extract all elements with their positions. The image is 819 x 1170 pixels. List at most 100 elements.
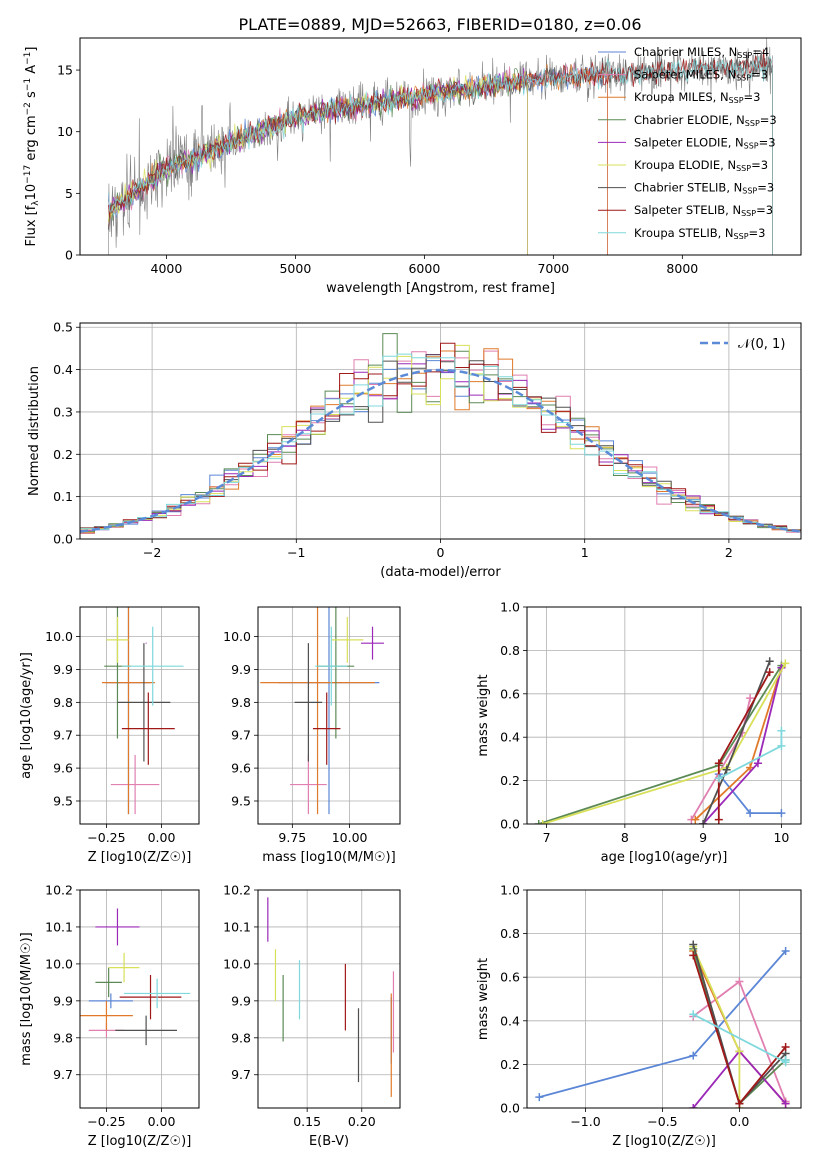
x-tick-label: 0 bbox=[437, 545, 445, 560]
weight_vs_age-plot-area bbox=[527, 607, 801, 824]
x-tick-label: 1 bbox=[581, 545, 589, 560]
y-tick-label: 0.0 bbox=[53, 532, 73, 547]
residuals-axes: −2 −1 0 1 2 0.0 0.1 0.2 0.3 0.4 0.5 𝒩(0, 1) (data-mo… bbox=[27, 320, 802, 580]
weight-marker bbox=[535, 1093, 544, 1102]
y-tick-label: 9.9 bbox=[53, 993, 73, 1008]
y-tick-label: 0 bbox=[65, 248, 73, 263]
y-tick-label: 10.1 bbox=[223, 919, 251, 934]
spectrum-legend: Chabrier MILES, NSSP=4 Salpeter MILES, NS… bbox=[598, 45, 777, 241]
age_vs_Z-axes: −0.25 0.00 9.5 9.6 9.7 9.8 9.9 10.0 Z [log10(Z/Z… bbox=[19, 606, 200, 865]
x-tick-label: −0.25 bbox=[87, 1114, 125, 1129]
y-tick-label: 9.9 bbox=[231, 662, 251, 677]
y-tick-label: 9.6 bbox=[231, 761, 251, 776]
weight-marker bbox=[735, 1099, 744, 1108]
data-point-errorbar bbox=[119, 974, 182, 1020]
y-tick-label: 9.7 bbox=[231, 728, 251, 743]
y-axis-label: Normed distribution bbox=[27, 366, 42, 496]
y-tick-label: 1.0 bbox=[500, 600, 520, 615]
weight-line bbox=[718, 773, 782, 814]
data-point-errorbar bbox=[102, 607, 155, 815]
weight-marker bbox=[753, 759, 762, 768]
legend-entry: Chabrier MILES, NSSP=4 bbox=[634, 45, 769, 60]
weight-marker bbox=[534, 820, 543, 824]
x-tick-label: 0.15 bbox=[293, 1114, 321, 1129]
y-tick-label: 5 bbox=[65, 186, 73, 201]
data-point-errorbar bbox=[110, 754, 160, 815]
weight_vs_age-axes: 7 8 9 10 0.0 0.2 0.4 0.6 0.8 1.0 age [log10(age/yr… bbox=[476, 600, 802, 865]
data-point-errorbar bbox=[121, 692, 175, 765]
data-point-errorbar bbox=[315, 626, 348, 706]
x-tick-label: 10 bbox=[773, 830, 789, 845]
x-tick-label: 9.75 bbox=[278, 830, 306, 845]
x-tick-label: 9 bbox=[699, 830, 707, 845]
x-tick-label: 0.0 bbox=[729, 1114, 749, 1129]
y-axis-label: Flux [fλ10−17 erg cm−2 s−1 A−1] bbox=[23, 47, 41, 247]
age_vs_mass-plot-area bbox=[258, 607, 400, 824]
data-point-errorbar bbox=[124, 978, 191, 1009]
legend-entry: Salpeter MILES, NSSP=3 bbox=[634, 68, 768, 83]
y-tick-label: 0.5 bbox=[53, 320, 73, 335]
legend-entry: Kroupa MILES, NSSP=3 bbox=[634, 90, 760, 105]
legend-entry: Chabrier STELIB, NSSP=3 bbox=[634, 181, 774, 196]
weight-marker bbox=[722, 765, 731, 774]
weight-marker bbox=[714, 815, 723, 824]
y-tick-label: 10.0 bbox=[223, 629, 251, 644]
x-tick-label: −1.0 bbox=[570, 1114, 600, 1129]
y-tick-label: 9.8 bbox=[231, 695, 251, 710]
legend-entry: Chabrier ELODIE, NSSP=3 bbox=[634, 113, 777, 128]
x-axis-label: Z [log10(Z/Z☉)] bbox=[88, 1134, 192, 1149]
weight-marker bbox=[746, 694, 755, 703]
weight-marker bbox=[781, 1042, 790, 1051]
residuals-frame bbox=[79, 322, 802, 540]
x-axis-label: (data-model)/error bbox=[380, 565, 501, 580]
y-tick-label: 9.8 bbox=[231, 1030, 251, 1045]
y-tick-label: 10.1 bbox=[45, 919, 73, 934]
model-spectrum-line bbox=[108, 49, 773, 255]
x-axis-label: E(B-V) bbox=[309, 1134, 349, 1149]
data-point-errorbar bbox=[294, 643, 323, 762]
weight-marker bbox=[735, 1047, 744, 1056]
x-tick-label: 0.20 bbox=[348, 1114, 376, 1129]
y-tick-label: 9.7 bbox=[53, 728, 73, 743]
y-tick-label: 9.9 bbox=[53, 662, 73, 677]
x-tick-label: 8 bbox=[621, 830, 629, 845]
age_vs_Z-plot-area bbox=[80, 607, 199, 824]
weight-marker bbox=[714, 759, 723, 768]
y-tick-label: 9.9 bbox=[231, 993, 251, 1008]
y-tick-label: 0.4 bbox=[500, 1013, 520, 1028]
y-tick-label: 9.5 bbox=[53, 793, 73, 808]
age_vs_mass-frame bbox=[257, 606, 401, 825]
y-tick-label: 0.0 bbox=[500, 1101, 520, 1116]
data-point-errorbar bbox=[331, 616, 364, 663]
x-tick-label: −2 bbox=[143, 545, 161, 560]
data-point-errorbar bbox=[108, 952, 140, 983]
legend-entry: 𝒩(0, 1) bbox=[738, 337, 785, 352]
data-point-errorbar bbox=[312, 692, 341, 765]
y-tick-label: 0.4 bbox=[53, 362, 73, 377]
y-tick-label: 9.7 bbox=[53, 1067, 73, 1082]
y-tick-label: 10.2 bbox=[45, 883, 73, 898]
x-tick-label: 4000 bbox=[151, 261, 183, 276]
weight-marker bbox=[781, 1056, 790, 1065]
y-tick-label: 0.1 bbox=[53, 489, 73, 504]
data-point-errorbar bbox=[106, 616, 129, 663]
residuals-plot-area bbox=[80, 323, 801, 539]
weight-line bbox=[694, 667, 783, 821]
weight-marker bbox=[538, 820, 547, 824]
weight-marker bbox=[777, 741, 786, 750]
y-tick-label: 1.0 bbox=[500, 883, 520, 898]
y-tick-label: 9.8 bbox=[53, 1030, 73, 1045]
y-axis-label: age [log10(age/yr)] bbox=[19, 652, 34, 779]
weight-marker bbox=[714, 774, 723, 783]
data-point-errorbar bbox=[95, 908, 140, 946]
data-point-errorbar bbox=[115, 1015, 177, 1046]
weight-line bbox=[538, 665, 783, 824]
x-tick-label: −0.25 bbox=[87, 830, 125, 845]
legend-entry: Salpeter STELIB, NSSP=3 bbox=[634, 203, 773, 218]
age_vs_Z-frame bbox=[79, 606, 200, 825]
y-tick-label: 10 bbox=[57, 124, 73, 139]
mass_vs_ebv-frame bbox=[257, 889, 401, 1109]
weight-marker bbox=[746, 809, 755, 818]
mass_vs_Z-plot-area bbox=[80, 890, 199, 1108]
weight-marker bbox=[777, 809, 786, 818]
